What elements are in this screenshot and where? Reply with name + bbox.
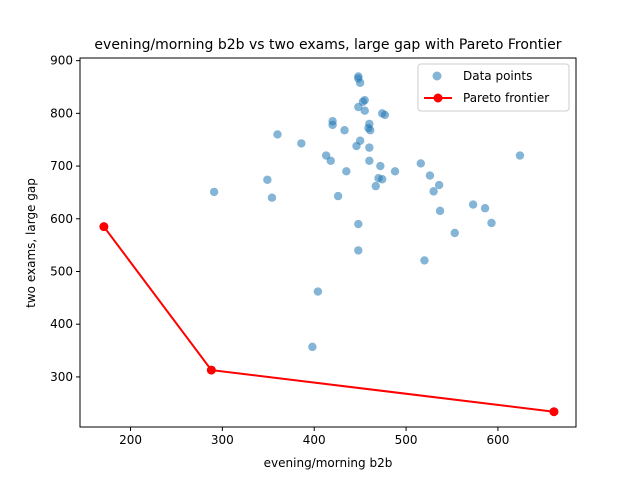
legend-box [417,63,570,112]
data-point [308,342,317,352]
x-tick-label: 500 [395,433,418,447]
data-point [435,206,445,216]
data-point [420,256,429,265]
pareto-frontier-point [206,365,216,375]
y-tick-label: 600 [50,212,73,226]
x-tick-label: 200 [119,433,142,447]
data-point [360,106,369,115]
data-point [450,228,459,238]
legend-marker-pareto-frontier [433,93,443,103]
data-point [390,167,400,176]
data-point [209,187,219,197]
data-point [365,156,374,165]
x-tick-label: 400 [303,433,326,447]
plot-frame [79,57,577,428]
pareto-frontier-line [103,226,555,413]
data-point [376,161,385,171]
data-point [425,171,435,180]
data-point [297,139,306,148]
legend: Data points Pareto frontier [417,63,570,112]
pareto-frontier-point [549,407,559,417]
data-point [273,130,282,139]
data-point [313,287,323,296]
y-tick-label: 700 [50,159,73,173]
y-axis-label: two exams, large gap [24,178,38,308]
y-tick-label: 800 [50,106,73,120]
data-point [371,181,380,191]
data-point [434,180,444,190]
data-point [377,175,387,184]
y-tick-label: 900 [50,54,73,68]
data-point [328,120,337,130]
legend-label-pareto-frontier: Pareto frontier [463,91,549,105]
data-point [416,159,425,168]
data-point [267,193,277,202]
data-point [487,218,496,228]
data-point [468,200,478,209]
data-point [263,175,272,184]
data-point [480,204,490,213]
data-point [354,219,363,229]
data-point [342,167,351,176]
data-point [354,102,363,112]
y-tick-label: 500 [50,264,73,278]
data-point [354,246,363,255]
data-point [355,136,365,145]
legend-label-data-points: Data points [463,69,532,83]
data-point [326,156,335,165]
pareto-frontier-point [99,222,109,232]
x-tick-label: 600 [486,433,509,447]
data-point [355,78,365,87]
data-point [333,191,343,201]
chart-title: evening/morning b2b vs two exams, large … [94,37,561,53]
data-point [340,126,349,135]
legend-marker-data-points [432,71,442,81]
data-point [380,110,390,120]
data-point [366,126,375,135]
x-axis-label: evening/morning b2b [264,456,393,470]
data-point [515,151,525,160]
data-point [429,187,438,196]
data-point [365,143,374,152]
y-tick-label: 300 [50,370,73,384]
x-tick-label: 300 [211,433,234,447]
plot-area: 200 300 400 500 600 300 400 500 600 700 800 900 [50,54,577,447]
y-tick-label: 400 [50,317,73,331]
